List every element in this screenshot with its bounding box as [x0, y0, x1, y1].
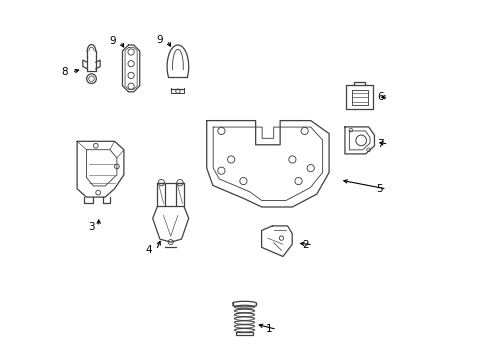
Text: 8: 8	[61, 67, 67, 77]
Text: 1: 1	[265, 324, 272, 334]
Text: 3: 3	[87, 222, 94, 232]
Text: 7: 7	[377, 139, 384, 149]
Text: 5: 5	[375, 184, 382, 194]
Text: 2: 2	[301, 240, 308, 250]
Text: 9: 9	[156, 35, 163, 45]
Text: 6: 6	[377, 92, 384, 102]
Bar	[235, 332, 253, 335]
Text: 9: 9	[109, 36, 116, 46]
Text: 4: 4	[145, 245, 152, 255]
